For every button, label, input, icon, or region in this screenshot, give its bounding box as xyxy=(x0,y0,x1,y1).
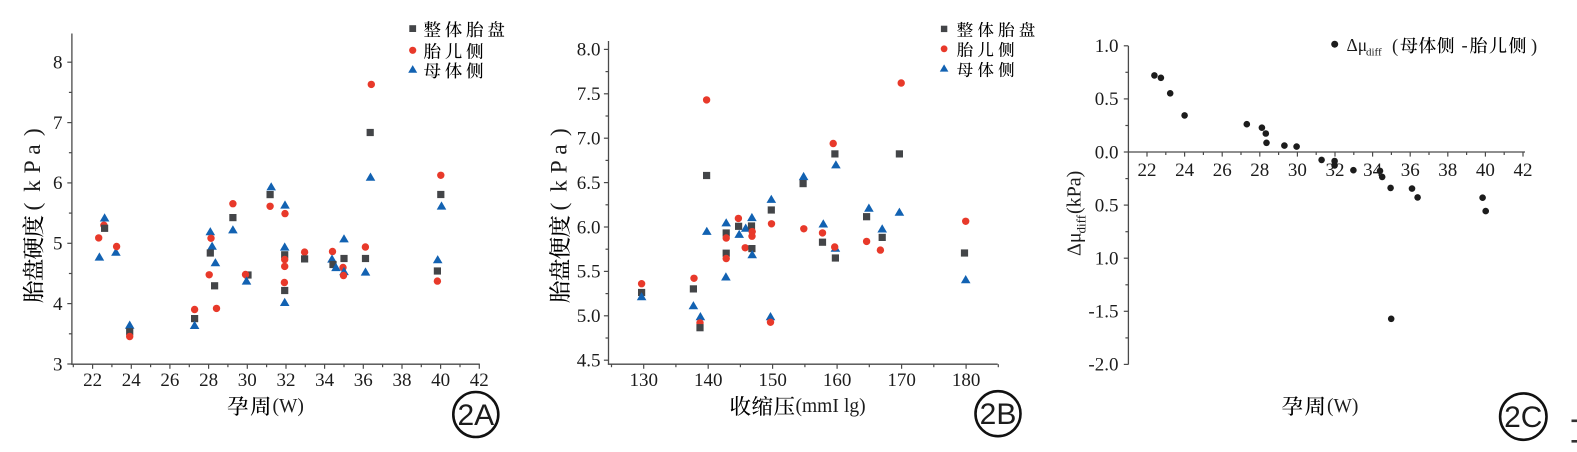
svg-text:2C: 2C xyxy=(1504,401,1542,434)
svg-text:): ) xyxy=(547,128,573,136)
svg-text:160: 160 xyxy=(823,370,852,391)
svg-text:40: 40 xyxy=(431,370,450,391)
svg-text:lg): lg) xyxy=(844,396,866,417)
svg-text:30: 30 xyxy=(1288,160,1307,181)
svg-text:7: 7 xyxy=(53,113,63,134)
svg-text:6.5: 6.5 xyxy=(577,173,601,194)
svg-text:130: 130 xyxy=(629,370,658,391)
svg-text:24: 24 xyxy=(122,370,142,391)
svg-text:7.5: 7.5 xyxy=(577,84,601,105)
svg-text:8: 8 xyxy=(53,53,63,74)
svg-text:34: 34 xyxy=(315,370,335,391)
svg-text:-: - xyxy=(1462,37,1468,57)
svg-text:30: 30 xyxy=(238,370,257,391)
svg-text:42: 42 xyxy=(470,370,489,391)
svg-text:32: 32 xyxy=(1326,160,1345,181)
svg-text:38: 38 xyxy=(393,370,412,391)
svg-text:P: P xyxy=(547,160,573,173)
svg-text:diff: diff xyxy=(1074,214,1089,233)
svg-text:(W): (W) xyxy=(273,396,304,417)
svg-text:5.0: 5.0 xyxy=(577,306,601,327)
svg-text:1.0: 1.0 xyxy=(1095,36,1119,57)
svg-text:5: 5 xyxy=(53,234,63,255)
svg-text:24: 24 xyxy=(1175,160,1195,181)
svg-text:k: k xyxy=(20,180,46,192)
svg-text:0.0: 0.0 xyxy=(1095,142,1119,163)
svg-text:36: 36 xyxy=(354,370,373,391)
svg-text:Δμ: Δμ xyxy=(1347,35,1368,55)
svg-text:(: ( xyxy=(547,203,573,211)
svg-text:42: 42 xyxy=(1514,160,1533,181)
svg-text:(W): (W) xyxy=(1327,396,1358,417)
svg-text:(kPa): (kPa) xyxy=(1064,171,1086,214)
svg-text:32: 32 xyxy=(277,370,296,391)
svg-text:0.5: 0.5 xyxy=(1095,89,1119,110)
svg-text:36: 36 xyxy=(1401,160,1420,181)
svg-text:(: ( xyxy=(20,203,46,211)
svg-text:2A: 2A xyxy=(457,399,494,432)
svg-text:140: 140 xyxy=(694,370,723,391)
svg-text:0.5: 0.5 xyxy=(1095,195,1119,216)
svg-text:150: 150 xyxy=(758,370,787,391)
svg-text:6: 6 xyxy=(53,173,63,194)
svg-text:3: 3 xyxy=(53,354,63,375)
svg-text:a: a xyxy=(547,144,573,155)
svg-text:): ) xyxy=(20,128,46,136)
svg-text:(mmI: (mmI xyxy=(796,396,839,417)
svg-text:180: 180 xyxy=(952,370,981,391)
svg-text:P: P xyxy=(20,160,46,173)
svg-text:40: 40 xyxy=(1476,160,1495,181)
svg-text:): ) xyxy=(1531,37,1537,57)
svg-text:8.0: 8.0 xyxy=(577,40,601,61)
svg-text:7.0: 7.0 xyxy=(577,129,601,150)
svg-text:26: 26 xyxy=(1213,160,1232,181)
svg-text:6.0: 6.0 xyxy=(577,217,601,238)
svg-text:2B: 2B xyxy=(980,398,1017,431)
svg-text:26: 26 xyxy=(160,370,179,391)
svg-text:diff: diff xyxy=(1366,47,1382,59)
svg-text:170: 170 xyxy=(887,370,916,391)
svg-text:Δμ: Δμ xyxy=(1064,232,1086,256)
svg-text:1.0: 1.0 xyxy=(1095,249,1119,270)
svg-text:5.5: 5.5 xyxy=(577,262,601,283)
svg-text:38: 38 xyxy=(1438,160,1457,181)
svg-text:k: k xyxy=(547,180,573,192)
svg-text:22: 22 xyxy=(1138,160,1157,181)
svg-text:(: ( xyxy=(1392,37,1398,57)
svg-text:a: a xyxy=(20,144,46,155)
svg-text:34: 34 xyxy=(1363,160,1383,181)
svg-text:4.5: 4.5 xyxy=(577,351,601,372)
svg-text:-2.0: -2.0 xyxy=(1088,355,1118,376)
svg-text:28: 28 xyxy=(199,370,218,391)
svg-text:22: 22 xyxy=(83,370,102,391)
svg-text:28: 28 xyxy=(1250,160,1269,181)
svg-text:4: 4 xyxy=(53,294,63,315)
svg-text:-1.5: -1.5 xyxy=(1088,302,1118,323)
